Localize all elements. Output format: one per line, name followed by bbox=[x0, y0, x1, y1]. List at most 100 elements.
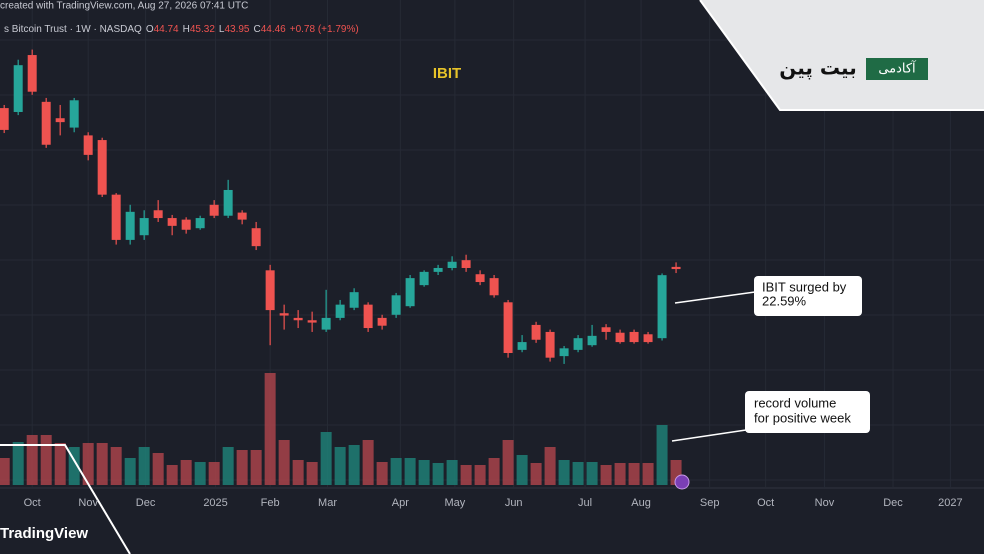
volume-bar bbox=[572, 462, 584, 485]
volume-bar bbox=[544, 447, 556, 485]
x-tick-label: Sep bbox=[700, 497, 720, 509]
candle-body bbox=[643, 334, 653, 343]
grid bbox=[0, 0, 984, 489]
candle-body bbox=[503, 302, 513, 353]
x-tick-label: Nov bbox=[815, 497, 835, 509]
candle-body bbox=[461, 260, 471, 268]
volume-bar bbox=[586, 462, 598, 485]
candle-body bbox=[475, 274, 485, 283]
volume-bar bbox=[180, 460, 192, 485]
candle-body bbox=[629, 331, 639, 343]
candle-body bbox=[587, 335, 597, 346]
candle-body bbox=[531, 324, 541, 340]
candle-body bbox=[111, 194, 121, 240]
logo-badge: آکادمی bbox=[878, 60, 917, 77]
candle-body bbox=[601, 327, 611, 332]
volume-bar bbox=[26, 435, 38, 485]
volume-bar bbox=[474, 465, 486, 485]
volume-bar bbox=[432, 463, 444, 485]
candle-body bbox=[293, 317, 303, 321]
logo-frame bbox=[699, 0, 984, 111]
x-tick-label: Jun bbox=[505, 497, 523, 509]
volume-bar bbox=[488, 458, 500, 485]
volume-bar bbox=[460, 465, 472, 485]
header-part: 44.74 bbox=[154, 24, 179, 35]
brand: TradingView bbox=[0, 525, 88, 542]
x-tick-label: Oct bbox=[757, 497, 774, 509]
candle-body bbox=[349, 292, 359, 308]
volume-bar bbox=[222, 447, 234, 485]
symbol-line: s Bitcoin Trust · 1W · NASDAQ O44.74 H45.3… bbox=[4, 24, 359, 35]
candle-body bbox=[139, 218, 149, 236]
candle-body bbox=[489, 278, 499, 296]
volume-bar bbox=[250, 450, 262, 485]
volume-bar bbox=[68, 447, 80, 485]
volume-bar bbox=[348, 445, 360, 485]
annotation-arrow bbox=[674, 291, 756, 304]
candle-body bbox=[41, 101, 51, 145]
candle-body bbox=[545, 331, 555, 358]
candle-body bbox=[0, 108, 9, 130]
x-tick-label: 2025 bbox=[203, 497, 227, 509]
header-part: L bbox=[219, 24, 225, 35]
candle-body bbox=[83, 135, 93, 155]
volume-bar bbox=[628, 463, 640, 485]
candle-layer bbox=[0, 49, 681, 364]
volume-bar bbox=[124, 458, 136, 485]
x-tick-label: Mar bbox=[318, 497, 337, 509]
symbol-line-text: s Bitcoin Trust · 1W · NASDAQ O44.74 H45.3… bbox=[4, 24, 359, 35]
x-tick-label: Nov bbox=[78, 497, 98, 509]
volume-bar bbox=[600, 465, 612, 485]
volume-bar bbox=[138, 447, 150, 485]
candle-body bbox=[55, 118, 65, 123]
candle-body bbox=[153, 210, 163, 219]
volume-bar bbox=[194, 462, 206, 485]
volume-bar bbox=[334, 447, 346, 485]
x-tick-label: Dec bbox=[136, 497, 156, 509]
annotation-arrow bbox=[671, 429, 747, 442]
volume-bar bbox=[12, 442, 24, 485]
x-tick-label: May bbox=[445, 497, 466, 509]
x-tick-label: Feb bbox=[261, 497, 280, 509]
volume-bar bbox=[320, 432, 332, 485]
header-part: O bbox=[146, 24, 154, 35]
volume-bar bbox=[292, 460, 304, 485]
volume-bar bbox=[446, 460, 458, 485]
candle-body bbox=[391, 295, 401, 315]
volume-bar bbox=[236, 450, 248, 485]
candle-body bbox=[671, 266, 681, 270]
brand-frame bbox=[0, 444, 131, 554]
x-tick-label: Jul bbox=[578, 497, 592, 509]
x-tick-label: Apr bbox=[392, 497, 409, 509]
header-part: 45.32 bbox=[190, 24, 215, 35]
header-part: 43.95 bbox=[224, 24, 249, 35]
candle-body bbox=[559, 348, 569, 357]
x-tick-label: Dec bbox=[883, 497, 903, 509]
candle-body bbox=[69, 100, 79, 128]
volume-bar bbox=[376, 462, 388, 485]
candle-body bbox=[279, 313, 289, 316]
candle-body bbox=[447, 261, 457, 268]
candle-body bbox=[251, 228, 261, 247]
candle-body bbox=[433, 267, 443, 272]
volume-bar bbox=[40, 435, 52, 485]
candle-body bbox=[657, 275, 667, 339]
x-tick-label: Oct bbox=[24, 497, 41, 509]
candle-body bbox=[321, 317, 331, 330]
volume-bar bbox=[404, 458, 416, 485]
annotation-box bbox=[754, 276, 862, 316]
logo-badge-box bbox=[866, 58, 928, 80]
volume-bar bbox=[530, 463, 542, 485]
annotation-box bbox=[745, 391, 870, 433]
volume-bar bbox=[558, 460, 570, 485]
volume-layer bbox=[0, 373, 682, 485]
x-tick-label: 2027 bbox=[938, 497, 962, 509]
logo-panel bbox=[700, 0, 984, 110]
candle-body bbox=[195, 218, 205, 229]
candle-body bbox=[265, 270, 275, 311]
volume-bar bbox=[418, 460, 430, 485]
volume-bar bbox=[54, 443, 66, 485]
event-icon bbox=[674, 474, 690, 490]
candle-body bbox=[97, 140, 107, 195]
